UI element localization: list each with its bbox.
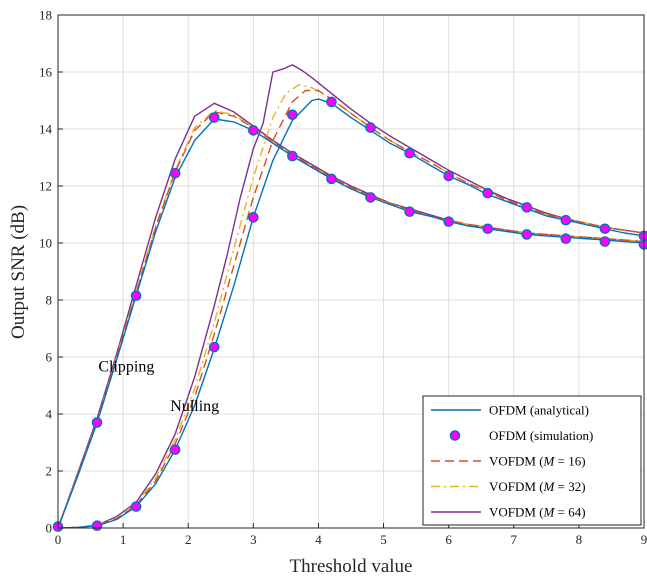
x-tick-label: 9 xyxy=(641,532,647,547)
x-tick-label: 0 xyxy=(55,532,62,547)
series-line-clipping xyxy=(57,118,645,529)
y-tick-label: 8 xyxy=(46,293,53,308)
y-tick-label: 14 xyxy=(39,122,53,137)
data-point-marker xyxy=(482,223,494,235)
legend-entry-label: VOFDM (M = 32) xyxy=(489,479,586,494)
data-point-marker xyxy=(599,236,611,247)
data-point-marker xyxy=(482,187,494,199)
legend-entry-label: OFDM (analytical) xyxy=(489,403,589,418)
data-point-marker xyxy=(638,230,647,242)
x-tick-label: 7 xyxy=(511,532,518,547)
y-axis-label: Output SNR (dB) xyxy=(8,205,29,339)
y-tick-label: 16 xyxy=(39,65,53,80)
data-point-marker xyxy=(91,520,103,532)
data-point-marker xyxy=(404,147,415,159)
x-tick-label: 3 xyxy=(250,532,257,547)
y-tick-label: 6 xyxy=(46,350,53,365)
x-tick-label: 8 xyxy=(576,532,583,547)
y-tick-label: 2 xyxy=(46,464,53,479)
data-point-marker xyxy=(443,216,454,227)
data-point-marker xyxy=(560,214,572,226)
legend-entry-label: VOFDM (M = 16) xyxy=(489,454,586,469)
data-point-marker xyxy=(287,109,298,121)
data-point-marker xyxy=(560,233,572,245)
legend-swatch xyxy=(449,430,461,441)
data-point-marker xyxy=(443,170,454,182)
data-point-marker xyxy=(130,501,142,512)
y-tick-label: 4 xyxy=(46,407,53,422)
data-point-marker xyxy=(404,206,415,217)
data-point-marker xyxy=(365,122,376,133)
data-point-marker xyxy=(521,229,533,240)
series-line-nulling xyxy=(57,98,645,529)
y-tick-label: 0 xyxy=(46,521,53,536)
series-line-nulling xyxy=(57,89,645,529)
y-tick-label: 12 xyxy=(39,179,52,194)
data-point-marker xyxy=(248,125,259,136)
data-point-marker xyxy=(521,202,533,213)
x-axis-label: Threshold value xyxy=(290,556,413,577)
data-point-marker xyxy=(169,444,181,455)
annotations: Clipping Nulling xyxy=(98,358,219,415)
data-point-marker xyxy=(208,112,220,123)
x-tick-label: 6 xyxy=(445,532,452,547)
x-tick-label: 1 xyxy=(120,532,127,547)
data-point-marker xyxy=(169,167,181,179)
data-point-marker xyxy=(326,173,337,185)
annotation-label: Nulling xyxy=(170,398,219,415)
data-point-marker xyxy=(326,96,337,108)
annotation-label: Clipping xyxy=(98,358,154,375)
series-line-clipping xyxy=(57,111,645,529)
series-line-clipping xyxy=(57,102,645,529)
x-tick-label: 5 xyxy=(380,532,387,547)
data-point-marker xyxy=(91,417,103,428)
legend-entry-label: OFDM (simulation) xyxy=(489,428,593,443)
data-point-marker xyxy=(287,150,298,162)
legend: OFDM (analytical) OFDM (simulation) VOFDM … xyxy=(422,395,642,526)
data-point-marker xyxy=(130,290,142,302)
data-point-marker xyxy=(248,212,259,223)
legend-entry-label: VOFDM (M = 64) xyxy=(489,505,586,520)
data-point-marker xyxy=(365,192,376,203)
series-line-nulling xyxy=(57,64,645,529)
axes-box xyxy=(57,14,645,529)
series-layer xyxy=(52,64,647,532)
y-tick-label: 18 xyxy=(39,8,52,23)
series-line-clipping xyxy=(57,109,645,529)
x-tick-label: 4 xyxy=(315,532,322,547)
data-point-marker xyxy=(208,341,220,353)
data-point-marker xyxy=(638,239,647,250)
x-tick-label: 2 xyxy=(185,532,192,547)
y-tick-label: 10 xyxy=(39,236,52,251)
data-point-marker xyxy=(599,223,611,235)
